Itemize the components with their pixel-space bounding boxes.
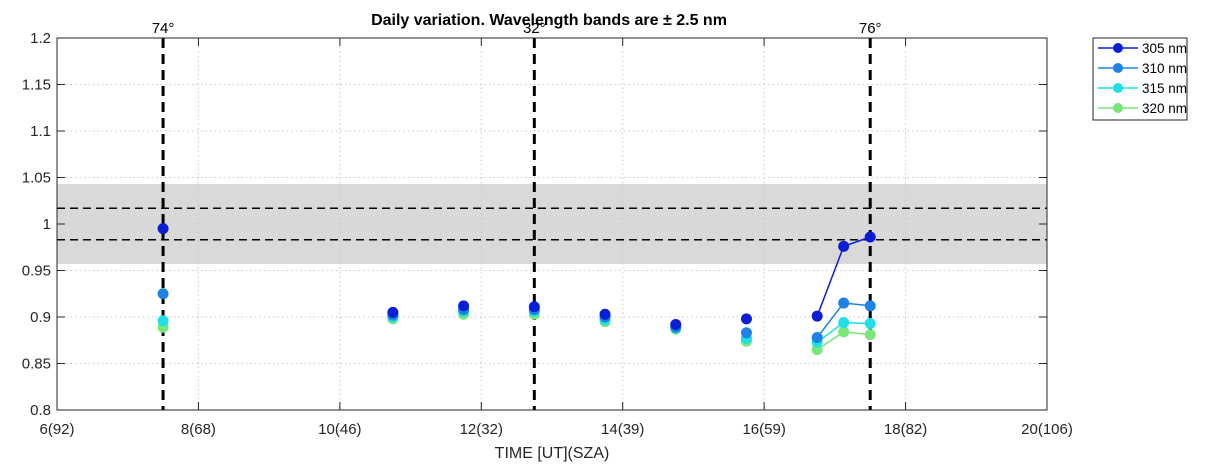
- x-axis-label: TIME [UT](SZA): [495, 445, 610, 462]
- data-point-320-nm: [838, 326, 850, 338]
- data-point-305-nm: [811, 310, 823, 322]
- y-tick-label: 1.05: [22, 170, 51, 187]
- vertical-marker-labels: 74° 32° 76°: [152, 20, 882, 37]
- data-point-305-nm: [157, 223, 169, 235]
- data-point-305-nm: [528, 301, 540, 313]
- y-tick-label: 1.15: [22, 77, 51, 94]
- tick-layer: [56, 37, 1048, 411]
- vertical-marker-label: 32°: [523, 20, 546, 37]
- x-tick-label: 14(39): [601, 421, 644, 438]
- legend-label: 305 nm: [1142, 41, 1187, 56]
- legend-marker: [1113, 103, 1123, 113]
- data-point-310-nm: [838, 297, 850, 309]
- y-tick-label: 0.9: [30, 309, 51, 326]
- vertical-marker-label: 74°: [152, 20, 175, 37]
- legend-label: 315 nm: [1142, 81, 1187, 96]
- x-tick-label: 10(46): [318, 421, 361, 438]
- reference-lines-layer: [57, 207, 1047, 241]
- data-point-315-nm: [157, 315, 169, 327]
- y-tick-label: 1.1: [30, 123, 51, 140]
- x-tick-label: 12(32): [460, 421, 503, 438]
- y-tick-label: 1: [43, 216, 51, 233]
- x-tick-labels: 6(92) 8(68) 10(46) 12(32) 14(39) 16(59) 18(82)…: [39, 421, 1072, 438]
- y-tick-label: 0.95: [22, 263, 51, 280]
- legend-box: [1092, 37, 1188, 121]
- grid-layer: [57, 38, 1047, 410]
- y-tick-label: 1.2: [30, 30, 51, 47]
- y-tick-label: 0.8: [30, 402, 51, 419]
- data-point-310-nm: [864, 300, 876, 312]
- x-tick-label: 20(106): [1021, 421, 1073, 438]
- data-point-310-nm: [811, 331, 823, 343]
- y-tick-labels: 0.8 0.85 0.9 0.95 1 1.05 1.1 1.15 1.2: [22, 30, 51, 419]
- legend[interactable]: 305 nm 310 nm 315 nm 320 nm: [1092, 37, 1188, 121]
- chart-title: Daily variation. Wavelength bands are ± …: [371, 12, 727, 29]
- data-point-320-nm: [864, 329, 876, 341]
- legend-marker: [1113, 43, 1123, 53]
- data-point-315-nm: [864, 318, 876, 330]
- data-point-305-nm: [670, 318, 682, 330]
- x-tick-label: 16(59): [742, 421, 785, 438]
- data-point-310-nm: [740, 327, 752, 339]
- data-point-305-nm: [458, 300, 470, 312]
- data-point-305-nm: [599, 308, 611, 320]
- legend-label: 310 nm: [1142, 61, 1187, 76]
- x-tick-label: 18(82): [884, 421, 927, 438]
- legend-marker: [1113, 63, 1123, 73]
- legend-marker: [1113, 83, 1123, 93]
- legend-label: 320 nm: [1142, 101, 1187, 116]
- vertical-marker-label: 76°: [859, 20, 882, 37]
- data-point-305-nm: [740, 313, 752, 325]
- y-tick-label: 0.85: [22, 356, 51, 373]
- data-point-305-nm: [387, 306, 399, 318]
- data-point-315-nm: [838, 317, 850, 329]
- data-point-310-nm: [157, 288, 169, 300]
- x-tick-label: 6(92): [39, 421, 74, 438]
- data-point-305-nm: [864, 231, 876, 243]
- x-tick-label: 8(68): [181, 421, 216, 438]
- series-layer: [157, 223, 876, 356]
- data-point-305-nm: [838, 240, 850, 252]
